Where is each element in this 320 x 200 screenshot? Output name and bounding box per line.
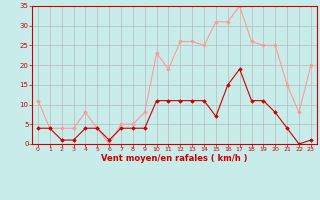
X-axis label: Vent moyen/en rafales ( km/h ): Vent moyen/en rafales ( km/h ): [101, 154, 248, 163]
